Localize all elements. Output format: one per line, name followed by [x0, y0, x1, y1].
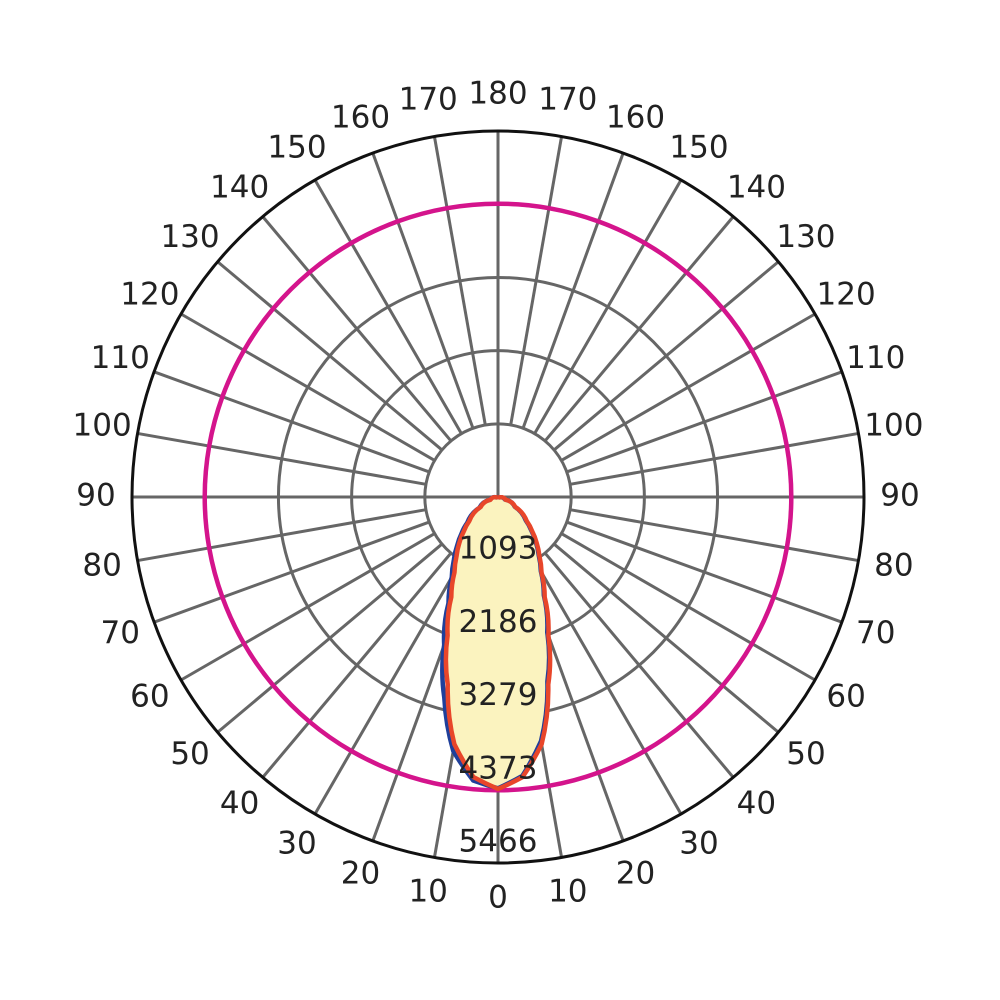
ring-label: 4373 — [459, 750, 538, 786]
angle-label: 150 — [669, 129, 728, 165]
angle-label: 180 — [468, 76, 527, 112]
angle-label: 170 — [538, 82, 597, 118]
angle-label: 30 — [679, 826, 718, 862]
angle-label: 170 — [399, 82, 458, 118]
angle-label: 130 — [776, 219, 835, 255]
angle-label: 80 — [82, 547, 121, 583]
angle-label: 120 — [817, 277, 876, 313]
angle-label: 60 — [130, 679, 169, 715]
ring-label: 5466 — [459, 824, 538, 860]
angle-label: 110 — [91, 340, 150, 376]
angle-label: 100 — [73, 408, 132, 444]
angle-label: 150 — [267, 129, 326, 165]
area — [445, 497, 551, 789]
ring-label: 1093 — [459, 531, 538, 567]
angle-label: 160 — [606, 100, 665, 136]
angle-label: 10 — [408, 873, 447, 909]
angle-label: 90 — [880, 478, 919, 514]
angle-label: 140 — [727, 170, 786, 206]
angle-label: 20 — [616, 855, 655, 891]
angle-label: 120 — [120, 277, 179, 313]
angle-label: 40 — [737, 785, 776, 821]
ring-label: 2186 — [459, 604, 538, 640]
angle-label: 60 — [826, 679, 865, 715]
angle-label: 140 — [210, 170, 269, 206]
angle-label: 90 — [76, 478, 115, 514]
outer-ring — [130, 129, 866, 865]
angle-label: 110 — [846, 340, 905, 376]
curve — [443, 494, 553, 792]
angle-label: 30 — [277, 826, 316, 862]
angle-label: 100 — [864, 408, 923, 444]
angle-label: 20 — [341, 855, 380, 891]
angle-label: 50 — [786, 736, 825, 772]
angle-label: 0 — [488, 880, 508, 916]
angle-label: 50 — [170, 736, 209, 772]
angle-label: 80 — [874, 547, 913, 583]
angle-label: 160 — [331, 100, 390, 136]
angle-label: 10 — [548, 873, 587, 909]
angle-label: 70 — [856, 615, 895, 651]
ring-label: 3279 — [459, 677, 538, 713]
angle-label: 130 — [160, 219, 219, 255]
angle-label: 70 — [101, 615, 140, 651]
angle-label: 40 — [220, 785, 259, 821]
